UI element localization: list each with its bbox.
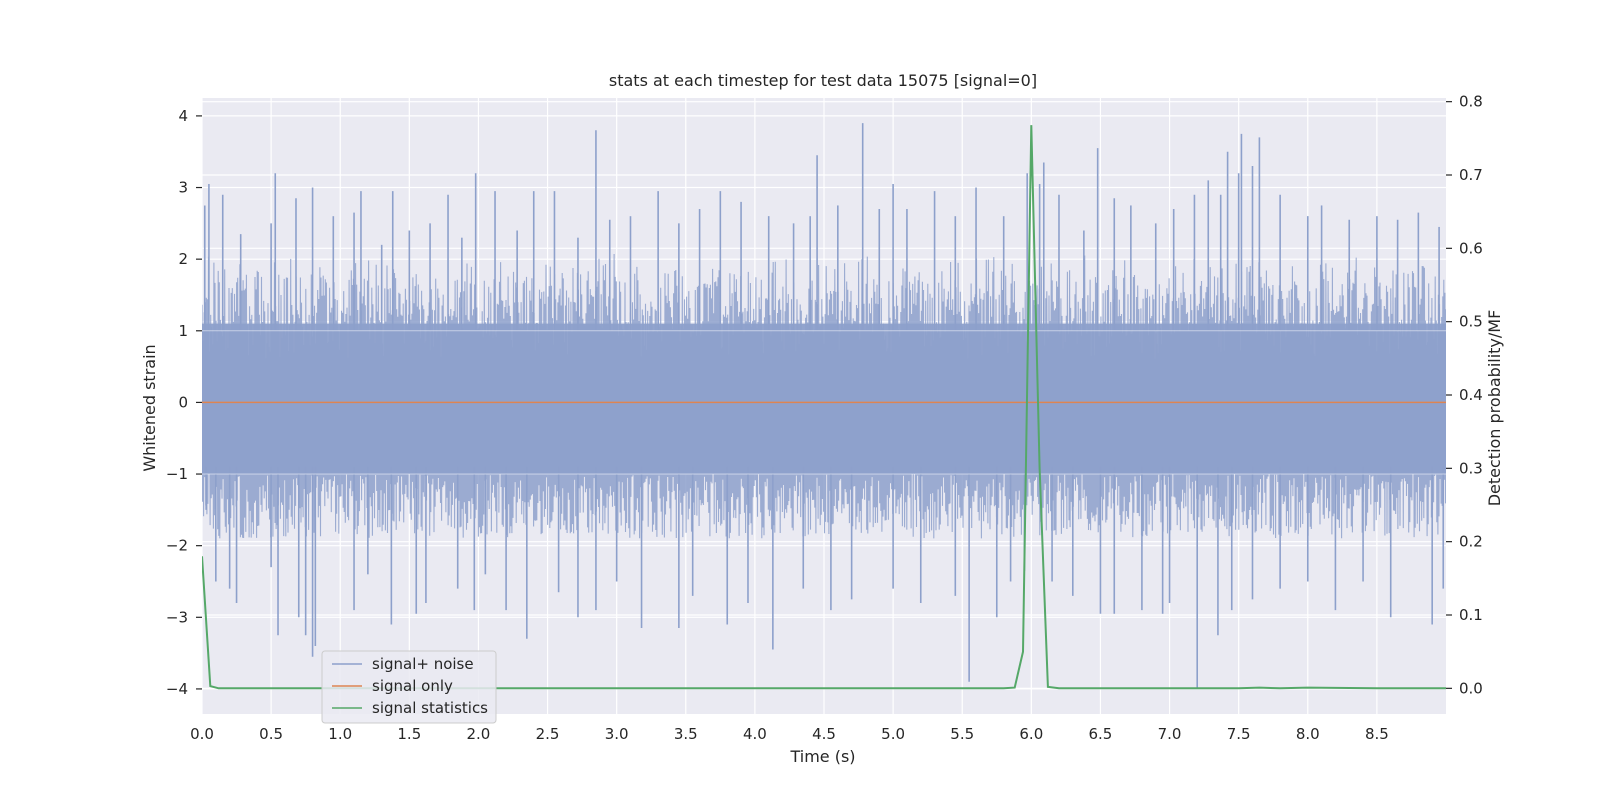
legend: signal+ noise signal only signal statist…	[321, 650, 497, 724]
left-y-tick-label: 4	[178, 107, 188, 125]
x-tick-label: 4.0	[743, 725, 767, 743]
left-y-tick-label: 1	[178, 322, 188, 340]
x-tick-label: 7.5	[1227, 725, 1251, 743]
x-tick-label: 1.5	[397, 725, 421, 743]
right-y-tick-label: 0.1	[1459, 606, 1483, 624]
right-y-tick-label: 0.3	[1459, 459, 1483, 477]
legend-label-noise: signal+ noise	[372, 655, 474, 673]
x-tick-label: 6.0	[1019, 725, 1043, 743]
right-y-axis-title: Detection probability/MF	[1485, 310, 1504, 507]
left-y-axis-title: Whitened strain	[140, 344, 159, 471]
legend-label-signal-only: signal only	[372, 677, 453, 695]
x-tick-label: 8.0	[1296, 725, 1320, 743]
x-tick-label: 6.5	[1089, 725, 1113, 743]
x-tick-label: 8.5	[1365, 725, 1389, 743]
x-tick-label: 2.0	[467, 725, 491, 743]
left-y-tick-label: −2	[166, 537, 188, 555]
left-y-tick-label: 2	[178, 250, 188, 268]
series-layer	[202, 123, 1446, 690]
left-y-tick-label: 3	[178, 179, 188, 197]
chart-title: stats at each timestep for test data 150…	[609, 71, 1037, 90]
series-signal-noise-core	[202, 323, 1446, 475]
x-tick-label: 0.5	[259, 725, 283, 743]
right-y-tick-label: 0.5	[1459, 313, 1483, 331]
legend-label-statistics: signal statistics	[372, 699, 488, 717]
x-tick-label: 0.0	[190, 725, 214, 743]
left-y-tick-label: −4	[166, 680, 188, 698]
x-tick-label: 7.0	[1158, 725, 1182, 743]
right-y-tick-label: 0.8	[1459, 93, 1483, 111]
x-tick-label: 3.5	[674, 725, 698, 743]
x-tick-label: 4.5	[812, 725, 836, 743]
left-y-tick-label: −3	[166, 608, 188, 626]
legend-box	[321, 650, 497, 724]
right-y-tick-label: 0.7	[1459, 166, 1483, 184]
x-tick-label: 3.0	[605, 725, 629, 743]
right-y-tick-label: 0.2	[1459, 533, 1483, 551]
left-y-tick-label: −1	[166, 465, 188, 483]
right-y-tick-label: 0.4	[1459, 386, 1483, 404]
x-tick-label: 5.5	[950, 725, 974, 743]
left-y-tick-label: 0	[178, 393, 188, 411]
axes: 0.0 0.5 1.0 1.5 2.0 2.5 3.0 3.5 4.0 4.5 5.0 5.5 6.0 6…	[166, 93, 1483, 743]
x-tick-label: 1.0	[328, 725, 352, 743]
x-axis-title: Time (s)	[789, 747, 855, 766]
right-y-tick-label: 0.0	[1459, 679, 1483, 697]
right-y-tick-label: 0.6	[1459, 239, 1483, 257]
x-tick-label: 2.5	[536, 725, 560, 743]
x-tick-label: 5.0	[881, 725, 905, 743]
